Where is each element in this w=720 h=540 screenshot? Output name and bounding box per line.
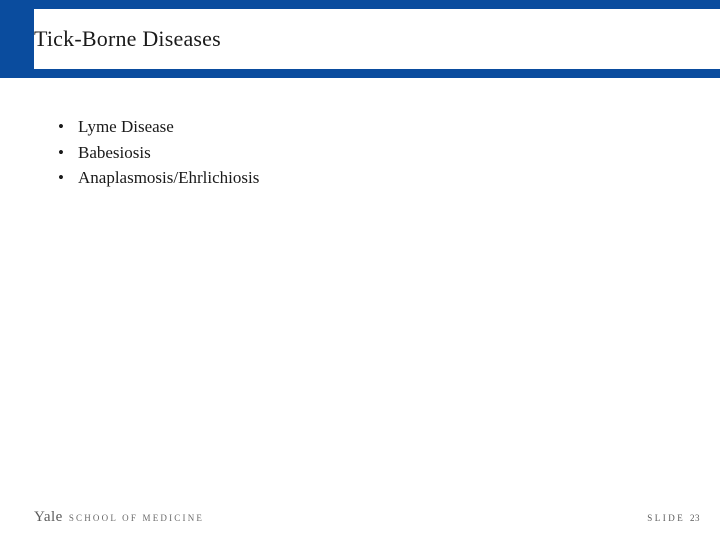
footer: Yale SCHOOL OF MEDICINE SLIDE 23 [0, 509, 720, 526]
logo-primary-text: Yale [34, 509, 63, 526]
content-area: Lyme Disease Babesiosis Anaplasmosis/Ehr… [0, 78, 720, 191]
institution-logo: Yale SCHOOL OF MEDICINE [34, 509, 204, 526]
slide-title: Tick-Borne Diseases [34, 26, 221, 52]
list-item: Babesiosis [54, 140, 720, 166]
title-band: Tick-Borne Diseases [0, 0, 720, 78]
slide-number-value: 23 [690, 513, 700, 523]
slide-number: SLIDE 23 [647, 513, 700, 523]
list-item: Lyme Disease [54, 114, 720, 140]
logo-secondary-text: SCHOOL OF MEDICINE [69, 513, 204, 523]
slide-label: SLIDE [647, 513, 685, 523]
list-item: Anaplasmosis/Ehrlichiosis [54, 165, 720, 191]
title-box: Tick-Borne Diseases [34, 9, 720, 69]
bullet-list: Lyme Disease Babesiosis Anaplasmosis/Ehr… [54, 114, 720, 191]
